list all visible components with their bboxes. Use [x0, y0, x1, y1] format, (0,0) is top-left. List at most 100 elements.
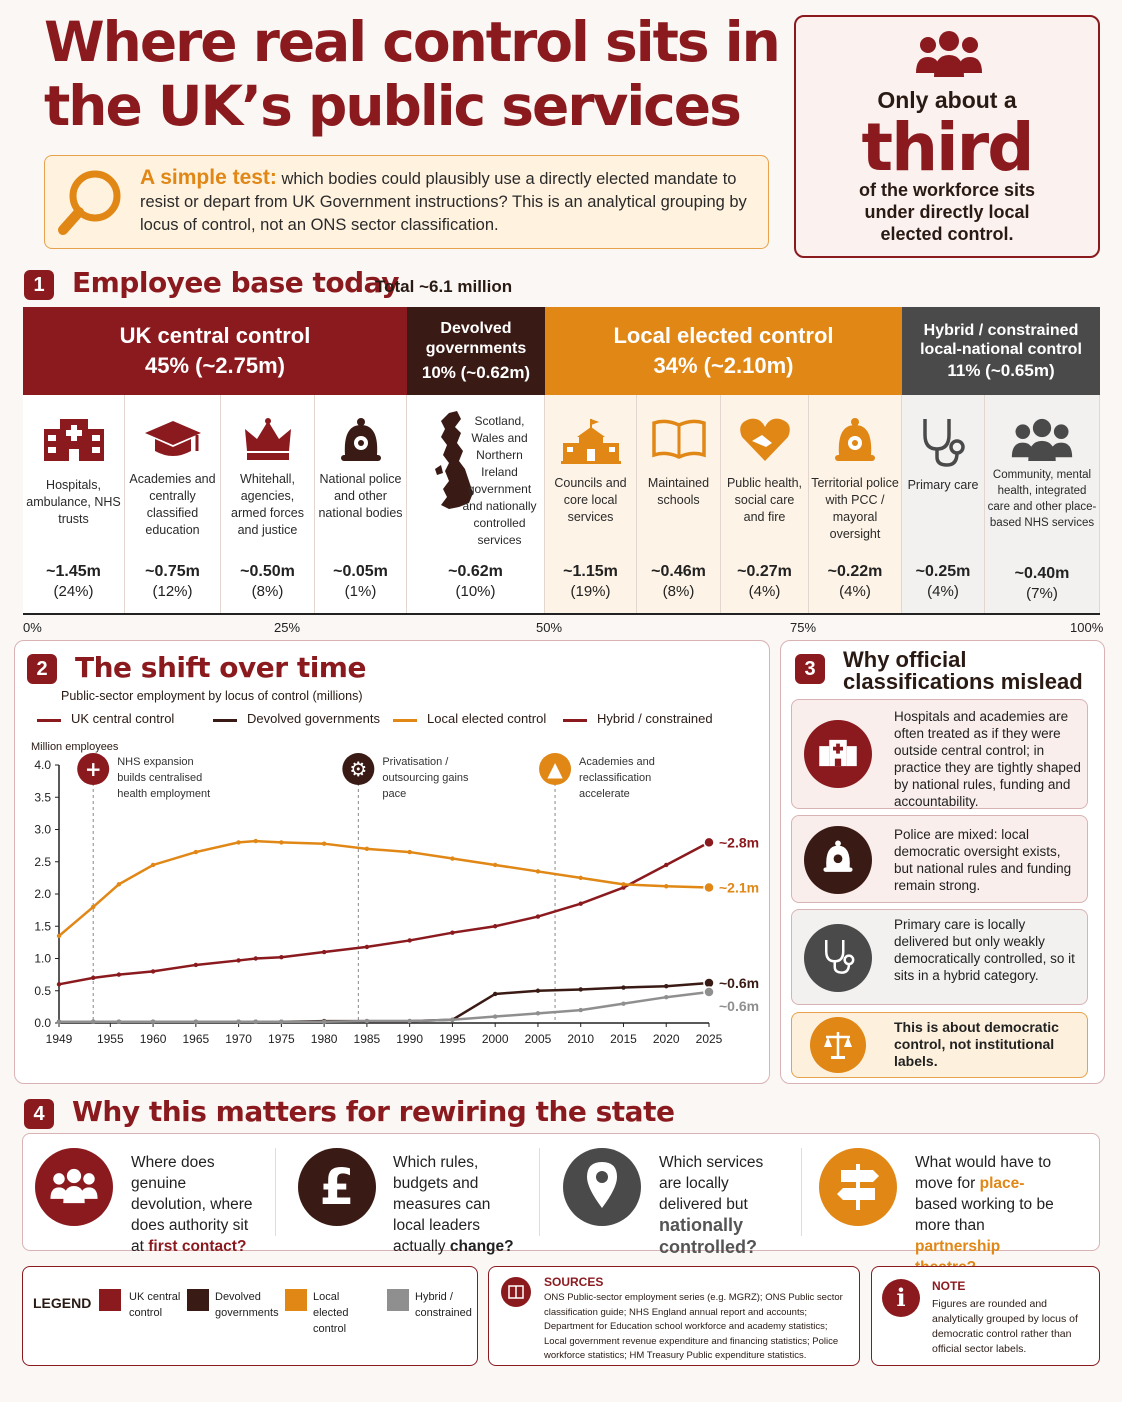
series-point — [150, 862, 156, 868]
series-point — [364, 846, 370, 852]
cell-value: ~0.62m — [448, 563, 503, 580]
legend-label: Local elected control — [427, 711, 547, 726]
location-pin-icon — [587, 1162, 617, 1208]
series-point — [279, 955, 284, 960]
series-point — [236, 840, 241, 845]
series-point — [664, 995, 669, 1000]
series-point — [279, 1019, 284, 1024]
cell-devolved: Scotland, Wales and Northern Ireland gov… — [407, 395, 545, 613]
cell-value: ~0.22m — [827, 563, 883, 580]
legend-label: Hybrid / constrained — [415, 1291, 472, 1319]
people-icon — [916, 31, 982, 77]
series-end-label: ~0.6m — [719, 998, 759, 1014]
series-point — [407, 849, 412, 855]
axis-label-0: 0% — [23, 620, 42, 635]
cell-label: Whitehall, agencies, armed forces and ju… — [231, 472, 304, 537]
cell-maintained-schools: Maintained schools ~0.46m (8%) — [637, 395, 721, 613]
series-point — [364, 944, 370, 950]
series-point — [91, 975, 96, 981]
group-share: 45% (~2.75m) — [144, 353, 286, 378]
town-hall-icon — [560, 419, 621, 464]
simple-test-body: which bodies could plausibly use a direc… — [140, 170, 747, 234]
series-point — [535, 988, 541, 993]
axis-label-75: 75% — [790, 620, 817, 635]
question-bold: nationally controlled? — [659, 1215, 757, 1257]
simple-test-label: A simple test: — [140, 166, 277, 189]
signpost-icon-badge — [819, 1148, 897, 1226]
graduation-cap-icon-glyph: ▲ — [547, 757, 563, 781]
question-pre: Which rules, budgets and measures can lo… — [393, 1154, 491, 1255]
annotation-text: Privatisation / — [382, 756, 449, 768]
question-pre: What would have to move for — [915, 1154, 1052, 1192]
group-name: Local elected control — [613, 323, 834, 348]
cell-label: Community, mental health, integrated car… — [987, 469, 1097, 529]
x-tick-label: 1975 — [268, 1032, 295, 1046]
heart-hands-icon — [739, 418, 790, 461]
police-helmet-icon-badge — [804, 826, 872, 894]
annotation-text: pace — [382, 788, 406, 800]
shift-over-time-panel: 2 The shift over time Public-sector empl… — [14, 640, 770, 1084]
mislead-item: Police are mixed: local democratic overs… — [791, 815, 1088, 903]
series-end-label: ~2.8m — [719, 834, 759, 850]
annotation-text: health employment — [117, 788, 210, 800]
series-point — [321, 949, 327, 955]
cell-label: Academies and centrally classified educa… — [129, 472, 216, 537]
series-point — [450, 930, 455, 935]
x-tick-label: 2020 — [653, 1032, 680, 1046]
cell-national-police: National police and other national bodie… — [315, 395, 407, 613]
note-box: i NOTE Figures are rounded and analytica… — [871, 1266, 1100, 1366]
callout-big: third — [861, 109, 1035, 186]
series-point — [621, 882, 626, 887]
section-number: 4 — [24, 1099, 54, 1129]
annotation-text: builds centralised — [117, 772, 202, 784]
cell-label: Maintained schools — [647, 476, 710, 507]
cell-label: Scotland, Wales and Northern Ireland gov… — [462, 414, 537, 547]
series-point — [407, 1018, 412, 1024]
series-end-marker — [703, 836, 715, 849]
page-title: Where real control sits in the UK’s publ… — [44, 10, 781, 138]
mislead-text: This is about democratic control, not in… — [894, 1019, 1059, 1069]
series-point — [321, 841, 327, 846]
mislead-text: Primary care is locally delivered but on… — [894, 917, 1075, 983]
legend-title: LEGEND — [33, 1295, 92, 1311]
graduation-cap-icon — [539, 753, 572, 785]
cell-pct: (4%) — [927, 583, 959, 600]
series-point — [364, 1018, 370, 1024]
annotation-text: outsourcing gains — [382, 772, 469, 784]
series-point — [492, 862, 498, 868]
cell-pct: (4%) — [839, 583, 871, 600]
series-point — [236, 1019, 241, 1024]
series-point — [193, 1019, 199, 1024]
series-point — [116, 1019, 122, 1024]
series-end-marker — [703, 986, 715, 998]
y-tick-label: 3.5 — [34, 790, 51, 804]
legend-label: UK central control — [129, 1291, 181, 1319]
cell-value: ~1.45m — [46, 563, 101, 580]
cell-pct: (24%) — [53, 583, 94, 600]
hospital-icon — [819, 739, 857, 767]
chart-legend: UK central control Devolved governments Lo… — [37, 711, 737, 731]
cell-pct: (8%) — [662, 583, 695, 600]
y-axis-title: Million employees — [31, 741, 119, 753]
series-end-marker — [703, 881, 715, 894]
series-point — [56, 933, 62, 939]
section-number: 1 — [24, 270, 54, 300]
legend-swatch — [285, 1289, 307, 1311]
cell-pct: (8%) — [251, 583, 284, 600]
legend-box: LEGEND UK central control Devolved gover… — [22, 1266, 478, 1366]
x-tick-label: 1980 — [311, 1032, 338, 1046]
series-point — [492, 924, 498, 929]
cell-pct: (19%) — [570, 583, 611, 600]
sources-text: ONS Public-sector employment series (e.g… — [544, 1292, 843, 1361]
cell-value: ~0.75m — [145, 563, 200, 580]
group-share: 11% (~0.65m) — [947, 361, 1055, 380]
cell-label: National police and other national bodie… — [318, 472, 403, 520]
x-tick-label: 1985 — [354, 1032, 381, 1046]
legend-label: Hybrid / constrained — [597, 711, 713, 726]
uk-map-icon — [435, 411, 473, 509]
x-tick-label: 1955 — [97, 1032, 124, 1046]
series-point — [578, 901, 583, 906]
axis-label-100: 100% — [1070, 620, 1104, 635]
x-tick-label: 2000 — [482, 1032, 509, 1046]
y-tick-label: 1.0 — [34, 952, 51, 966]
